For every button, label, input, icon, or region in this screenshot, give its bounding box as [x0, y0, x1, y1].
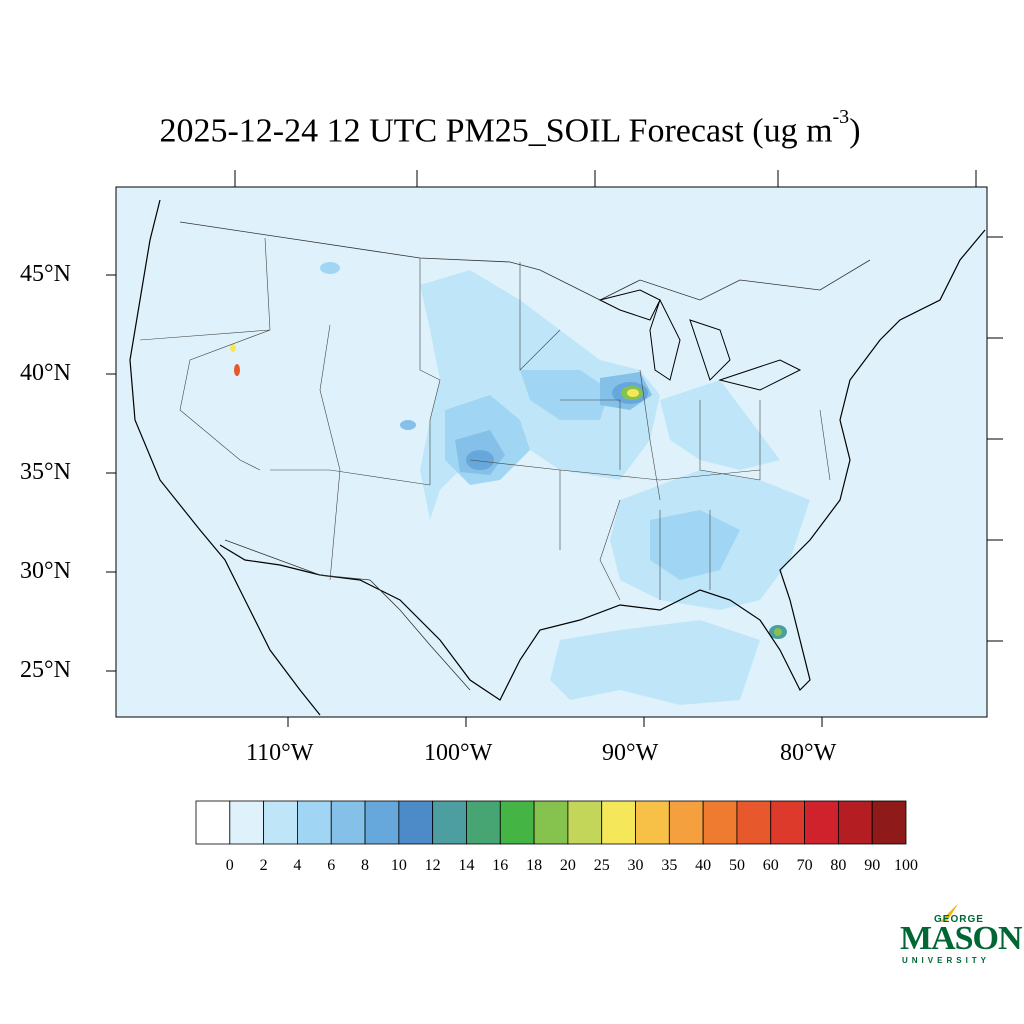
colorbar-label: 14 — [458, 857, 475, 874]
hotspot-illinois-yellow — [627, 389, 639, 397]
lat-label: 35°N — [20, 459, 71, 485]
logo-university: UNIVERSITY — [902, 956, 991, 965]
colorbar-label: 10 — [390, 857, 407, 874]
state-borders — [139, 237, 831, 601]
lon-label: 80°W — [780, 740, 837, 766]
colorbar-swatch — [432, 800, 467, 845]
plume-iowa-medium — [520, 370, 610, 420]
colorbar-swatch — [229, 800, 265, 845]
colorbar-swatch — [330, 800, 366, 845]
plume-ohio-light — [660, 380, 780, 470]
great-lakes — [598, 289, 802, 391]
logo-george: GEORGE — [934, 914, 984, 925]
figure-title: 2025-12-24 12 UTC PM25_SOIL Forecast (ug… — [0, 106, 1024, 150]
colorbar-swatch — [364, 800, 400, 845]
colorbar-swatch — [770, 800, 805, 845]
colorbar-label: 80 — [830, 857, 847, 874]
colorbar-label: 35 — [661, 857, 678, 874]
colorbar-swatch — [635, 800, 670, 845]
colorbar-swatch — [263, 800, 298, 845]
lon-label: 110°W — [246, 740, 314, 766]
colorbar-label: 30 — [627, 857, 644, 874]
colorbar-label: 90 — [864, 857, 881, 874]
map-ticks — [106, 170, 1003, 727]
concentration-field — [129, 199, 986, 716]
title-exponent: -3 — [832, 106, 850, 128]
lon-label: 100°W — [424, 740, 493, 766]
colorbar-swatch — [702, 800, 738, 845]
lat-label: 30°N — [20, 558, 71, 584]
title-close: ) — [849, 112, 861, 150]
plume-gulf-light — [550, 620, 760, 705]
colorbar-swatch — [736, 800, 772, 845]
colorbar-swatch — [804, 800, 839, 845]
coastline — [129, 199, 986, 716]
lat-label: 45°N — [20, 261, 71, 287]
colorbar-label: 40 — [695, 857, 712, 874]
colorbar — [195, 800, 907, 845]
colorbar-swatch — [871, 800, 907, 845]
colorbar-swatch — [499, 800, 535, 845]
colorbar-label: 16 — [492, 857, 509, 874]
hotspot-florida-inner — [774, 628, 782, 636]
colorbar-label: 0 — [225, 857, 234, 874]
gmu-logo: GEORGE MASON UNIVERSITY — [900, 900, 1023, 970]
hotspot-idaho-yellow — [230, 344, 236, 352]
logo-swoosh — [940, 904, 958, 922]
colorbar-swatch — [601, 800, 636, 845]
colorbar-swatch — [533, 800, 569, 845]
colorbar-label: 20 — [559, 857, 576, 874]
colorbar-label: 6 — [327, 857, 336, 874]
colorbar-label: 18 — [526, 857, 543, 874]
lat-label: 25°N — [20, 657, 71, 683]
hotspot-colorado — [400, 420, 416, 430]
colorbar-swatch — [297, 800, 332, 845]
title-text: 2025-12-24 12 UTC PM25_SOIL Forecast (ug… — [159, 112, 833, 150]
colorbar-label: 50 — [728, 857, 745, 874]
colorbar-label: 4 — [293, 857, 302, 874]
lat-label: 40°N — [20, 360, 71, 386]
mexico-border — [224, 539, 471, 691]
hotspot-kansas — [466, 450, 494, 470]
colorbar-swatch — [398, 800, 434, 845]
colorbar-swatch — [668, 800, 704, 845]
colorbar-label: 8 — [361, 857, 370, 874]
colorbar-label: 2 — [259, 857, 268, 874]
colorbar-label: 12 — [424, 857, 441, 874]
lon-label: 90°W — [602, 740, 659, 766]
colorbar-label: 60 — [762, 857, 779, 874]
colorbar-swatch — [567, 800, 603, 845]
logo-mason: MASON — [900, 920, 1023, 957]
colorbar-label: 100 — [894, 857, 918, 874]
plume-southeast-medium — [650, 510, 740, 580]
colorbar-swatch — [837, 800, 873, 845]
colorbar-label: 70 — [796, 857, 813, 874]
hotspot-montana — [320, 262, 340, 274]
colorbar-label: 25 — [593, 857, 610, 874]
map-frame — [115, 186, 988, 718]
hotspot-idaho-red — [234, 364, 240, 376]
colorbar-swatch — [466, 800, 501, 845]
colorbar-swatch — [195, 800, 231, 845]
